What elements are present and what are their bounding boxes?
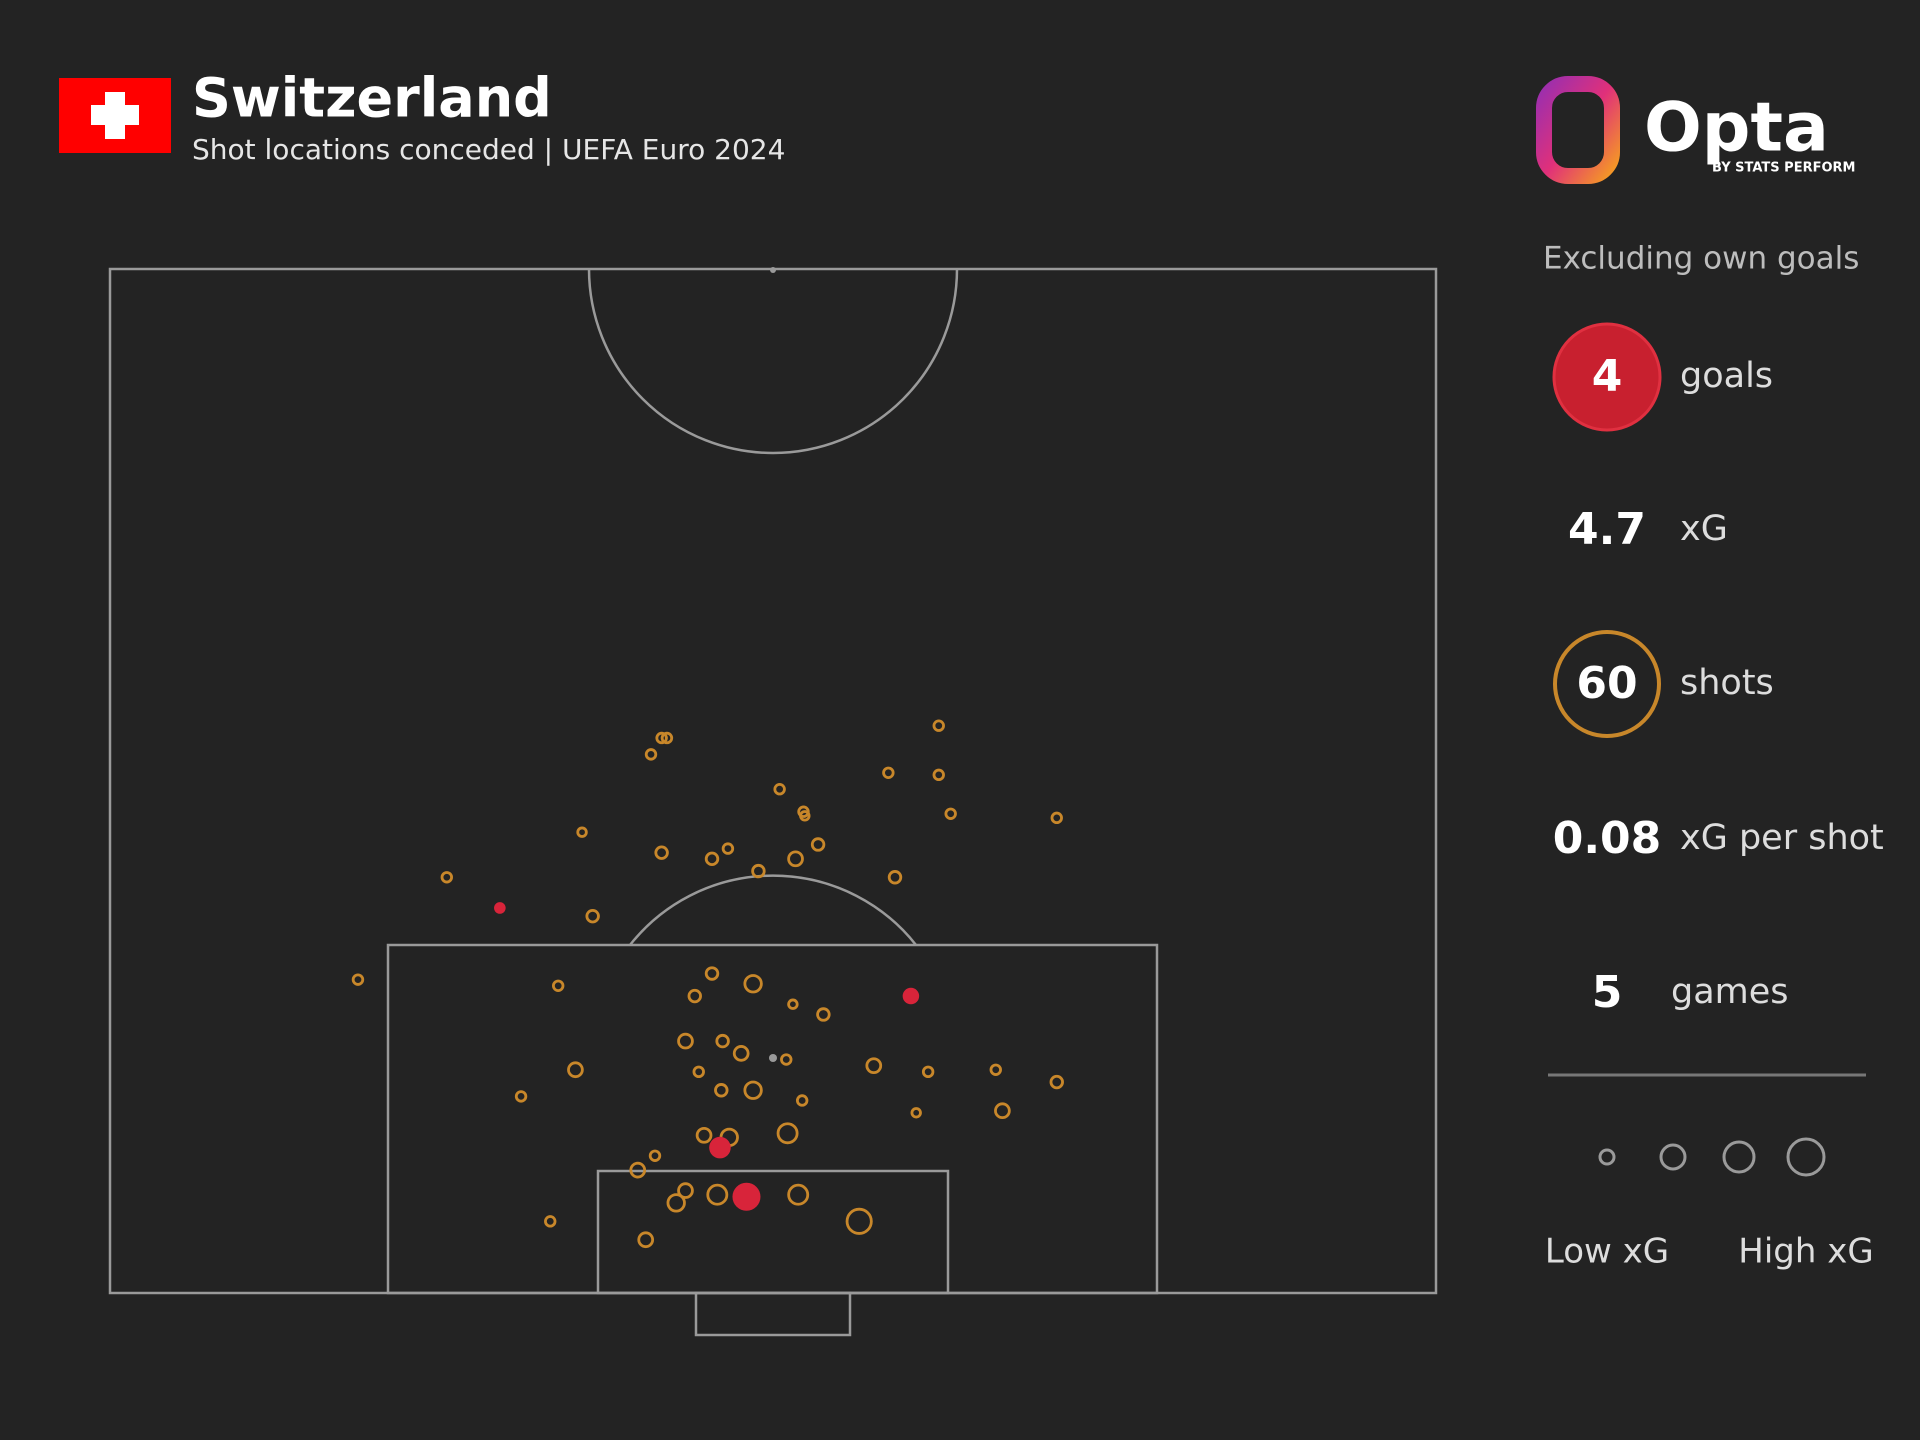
shot — [910, 1107, 922, 1119]
stat-value: 0.08 — [1553, 813, 1662, 864]
shot — [721, 842, 735, 855]
shot — [637, 1231, 655, 1249]
shot — [695, 1126, 713, 1144]
shot — [704, 966, 720, 981]
shot — [845, 1207, 873, 1235]
shot — [551, 979, 565, 992]
shot — [787, 850, 804, 868]
legend-low: Low xG — [1545, 1232, 1669, 1272]
shot — [1050, 811, 1063, 825]
shot — [882, 766, 895, 780]
shot — [865, 1057, 883, 1075]
shot — [743, 1080, 763, 1100]
stats: 4 goals 4.7 xG 60 shots 0.08 xG per shot 5 games — [1553, 351, 1884, 1018]
flag — [59, 78, 171, 153]
shot — [706, 1183, 729, 1206]
pitch — [108, 267, 1438, 1337]
goal-shot — [732, 1182, 761, 1211]
shot — [714, 1083, 729, 1098]
stat-label: games — [1671, 972, 1789, 1012]
shot — [629, 1161, 647, 1179]
logo: Opta BY STATS PERFORM — [1536, 76, 1855, 184]
title: Switzerland — [192, 67, 552, 130]
shot — [440, 871, 453, 884]
shot — [932, 768, 945, 782]
shot — [989, 1063, 1002, 1076]
shot — [787, 1183, 810, 1206]
shot — [655, 731, 668, 745]
goal-shot — [902, 987, 920, 1005]
shot — [704, 851, 720, 867]
shot — [351, 973, 365, 986]
shot — [687, 988, 702, 1004]
logo-byline: BY STATS PERFORM — [1712, 161, 1855, 176]
shot — [921, 1065, 935, 1079]
shots-badge — [1553, 630, 1661, 738]
shot — [994, 1102, 1011, 1120]
goals-badge — [1552, 322, 1662, 432]
stat-value: 4 — [1592, 351, 1623, 402]
shot — [799, 810, 811, 822]
shot — [715, 1033, 730, 1049]
legend-high: High xG — [1738, 1232, 1873, 1272]
shot — [648, 1149, 662, 1162]
shot — [644, 748, 658, 761]
shot — [944, 807, 957, 820]
stat-label: shots — [1680, 663, 1774, 703]
shot — [677, 1032, 694, 1050]
stat-value: 5 — [1592, 967, 1623, 1018]
shot — [773, 782, 786, 796]
shot — [514, 1090, 528, 1103]
shot — [666, 1193, 686, 1213]
shots — [351, 719, 1064, 1249]
shot — [692, 1065, 705, 1079]
shot — [677, 1182, 694, 1199]
shot — [1049, 1074, 1064, 1090]
shot — [776, 1122, 799, 1145]
shot — [810, 837, 826, 852]
stat-value: 60 — [1576, 658, 1637, 709]
goal-shot — [494, 902, 506, 914]
size-legend — [1598, 1137, 1826, 1177]
shot — [780, 1053, 793, 1066]
shot — [576, 826, 588, 838]
shot — [654, 845, 669, 860]
shot — [816, 1007, 831, 1022]
stat-label: xG per shot — [1680, 818, 1884, 858]
shot — [544, 1215, 557, 1228]
shot — [585, 908, 600, 924]
shot — [660, 731, 674, 745]
shot — [887, 870, 903, 885]
subtitle: Shot locations conceded | UEFA Euro 2024 — [192, 133, 785, 166]
stat-label: goals — [1680, 356, 1773, 396]
shot — [932, 719, 945, 732]
panel-note: Excluding own goals — [1543, 241, 1859, 277]
shot — [743, 974, 763, 994]
shot — [732, 1045, 750, 1062]
logo-name: Opta — [1644, 89, 1829, 168]
shot — [787, 998, 799, 1010]
shot — [751, 863, 766, 879]
shot — [567, 1061, 584, 1079]
stat-label: xG — [1680, 509, 1728, 549]
stat-value: 4.7 — [1568, 504, 1646, 555]
goal-shot — [709, 1136, 731, 1159]
shot — [795, 1094, 809, 1107]
